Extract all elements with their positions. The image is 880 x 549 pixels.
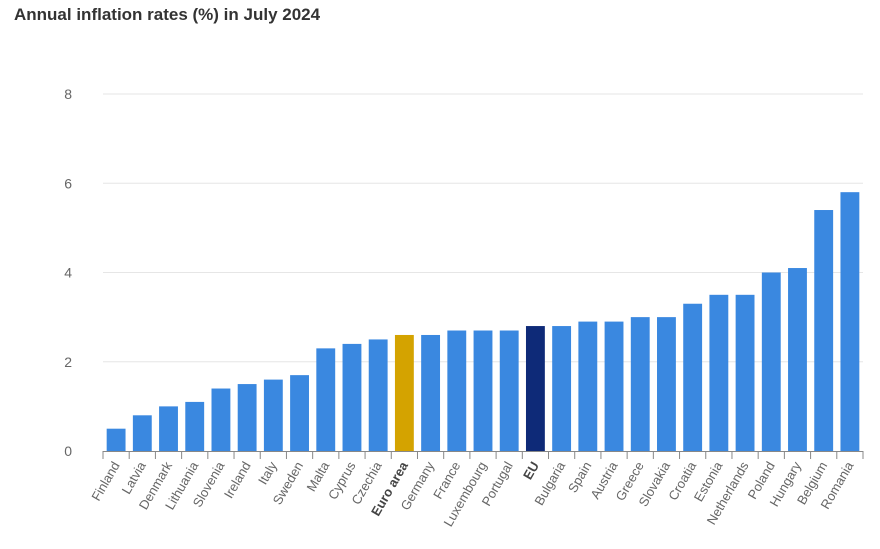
bar-sweden[interactable] xyxy=(290,375,309,451)
bar-slovenia[interactable] xyxy=(211,388,231,451)
x-tick-label-finland: Finland xyxy=(88,459,122,503)
bar-finland[interactable] xyxy=(106,428,126,451)
bar-eu[interactable] xyxy=(525,326,545,451)
bar-france[interactable] xyxy=(447,330,467,451)
bar-bulgaria[interactable] xyxy=(552,326,572,451)
x-axis-labels: FinlandLatviaDenmarkLithuaniaSloveniaIre… xyxy=(88,458,856,529)
x-axis xyxy=(102,451,864,459)
bar-latvia[interactable] xyxy=(132,415,152,451)
bars xyxy=(106,192,860,452)
x-tick-label-eu: EU xyxy=(520,459,542,482)
bar-belgium[interactable] xyxy=(814,210,834,451)
bar-poland[interactable] xyxy=(761,272,781,452)
bar-romania[interactable] xyxy=(840,192,860,452)
y-tick-label: 2 xyxy=(64,354,72,370)
bar-denmark[interactable] xyxy=(159,406,178,451)
bar-hungary[interactable] xyxy=(788,268,807,451)
bar-spain[interactable] xyxy=(578,321,598,451)
chart-title: Annual inflation rates (%) in July 2024 xyxy=(14,5,321,24)
bar-netherlands[interactable] xyxy=(735,294,755,451)
y-tick-label: 6 xyxy=(64,175,72,191)
bar-malta[interactable] xyxy=(316,348,336,451)
bar-italy[interactable] xyxy=(263,379,283,451)
bar-croatia[interactable] xyxy=(683,303,703,451)
bar-portugal[interactable] xyxy=(499,330,519,451)
bar-greece[interactable] xyxy=(630,317,650,451)
bar-luxembourg[interactable] xyxy=(473,330,493,451)
bar-cyprus[interactable] xyxy=(342,343,362,451)
bar-austria[interactable] xyxy=(604,321,624,451)
bar-euro-area[interactable] xyxy=(394,334,414,451)
y-axis-ticks: 0 2 4 6 8 xyxy=(64,86,72,459)
bar-czechia[interactable] xyxy=(368,339,388,451)
bar-slovakia[interactable] xyxy=(657,317,676,451)
bar-lithuania[interactable] xyxy=(185,401,205,451)
bar-germany[interactable] xyxy=(421,334,441,451)
y-tick-label: 4 xyxy=(64,265,72,281)
y-tick-label: 0 xyxy=(64,443,72,459)
y-tick-label: 8 xyxy=(64,86,72,102)
x-tick-label-ireland: Ireland xyxy=(221,459,254,501)
bar-estonia[interactable] xyxy=(709,294,729,451)
bar-ireland[interactable] xyxy=(237,384,257,451)
x-tick-label-italy: Italy xyxy=(255,459,280,488)
